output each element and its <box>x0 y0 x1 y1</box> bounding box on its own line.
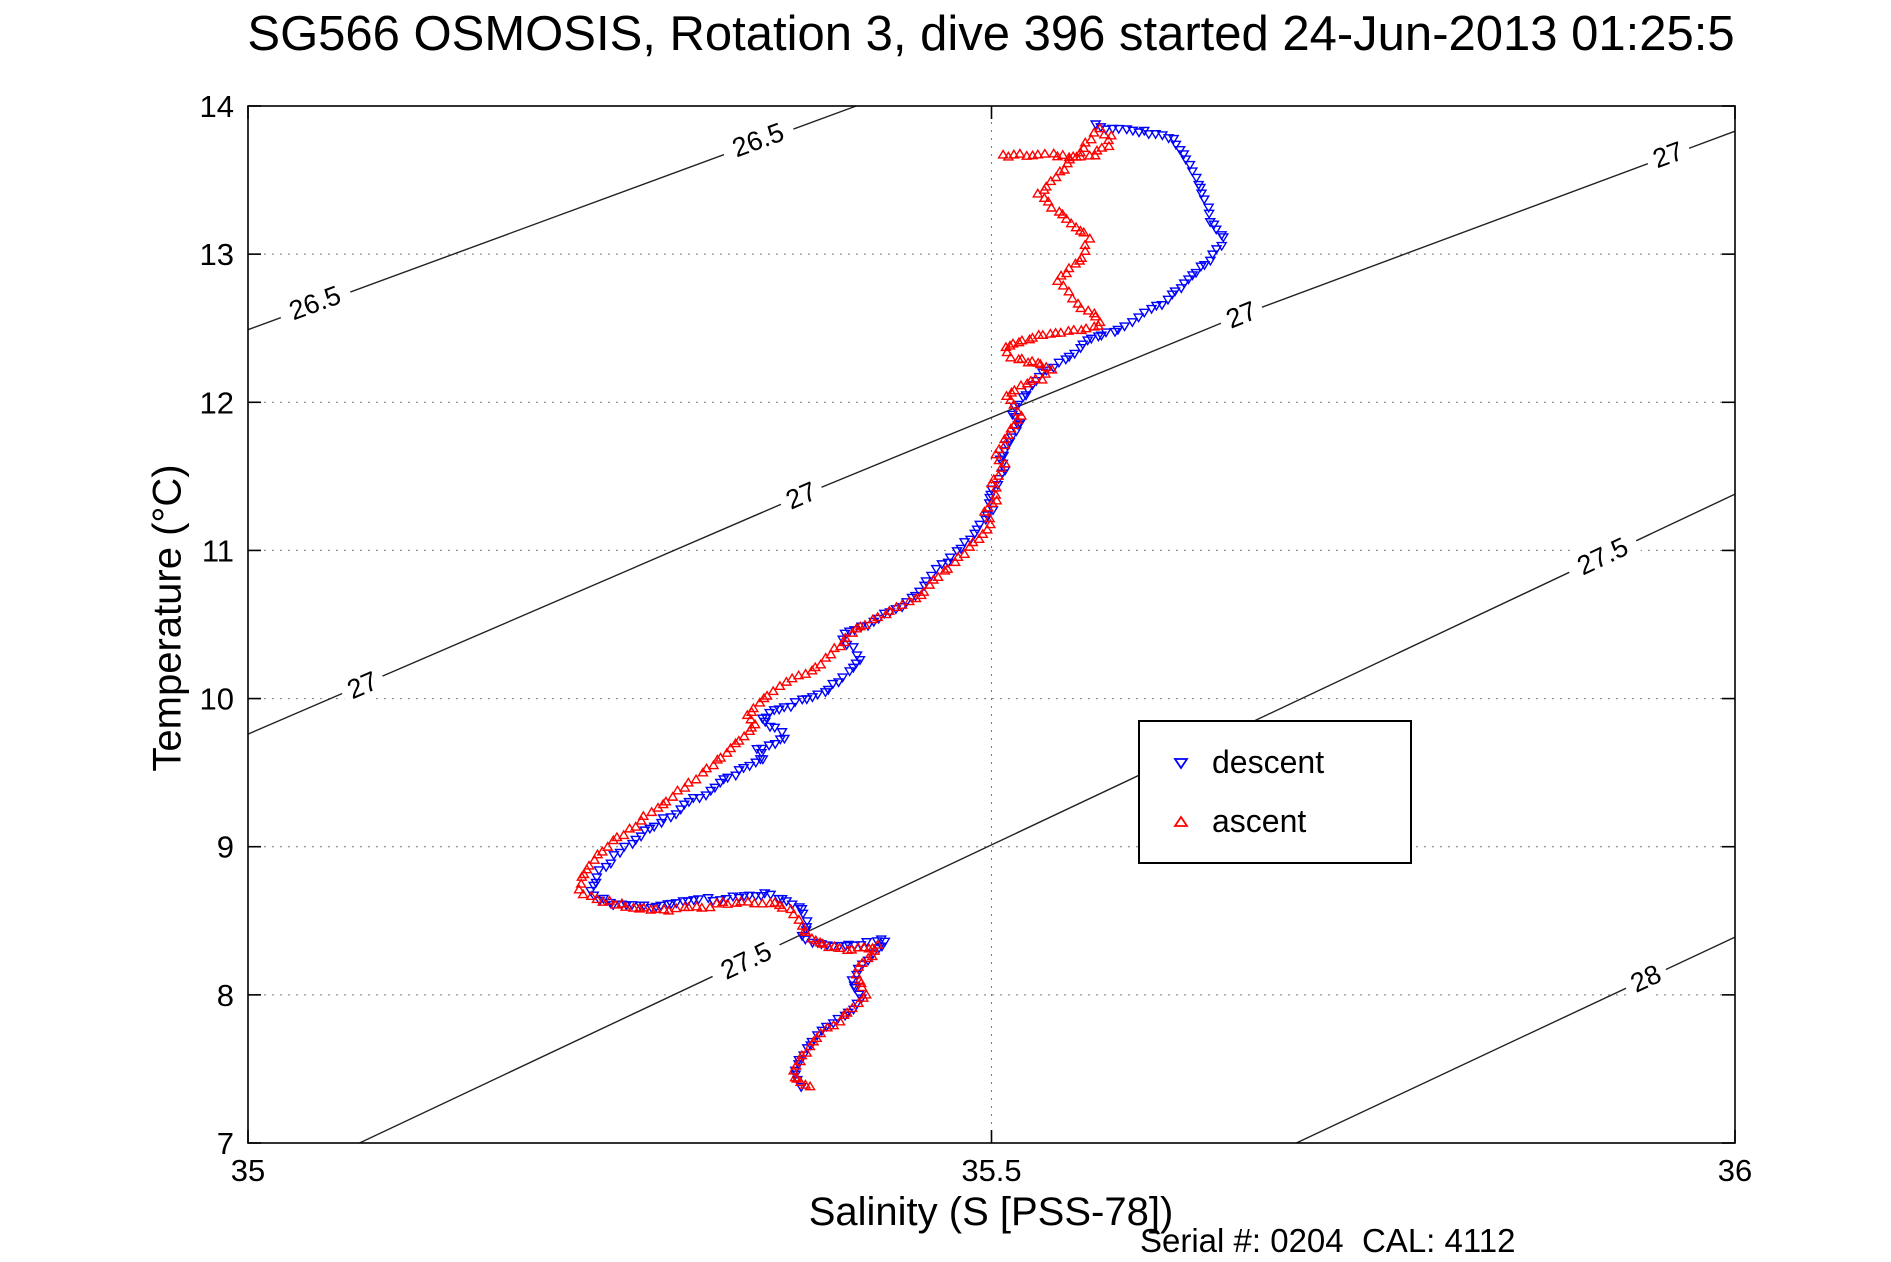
contour-label-26.5: 26.5 <box>717 111 799 169</box>
contour-line-28 <box>1296 936 1736 1144</box>
contour-labels: 26.5 26.5 27 27 27 27 27.5 27.5 28 <box>274 111 1695 1004</box>
contour-label-26.5: 26.5 <box>274 274 356 332</box>
contour-line-27 <box>247 130 1736 735</box>
contour-label-27: 27 <box>335 660 390 710</box>
legend-item-ascent: ascent <box>1166 803 1410 840</box>
descent-marker-icon <box>1173 757 1189 770</box>
y-tick-label: 12 <box>200 385 234 420</box>
y-tick-label: 8 <box>217 978 234 1013</box>
chart-title: SG566 OSMOSIS, Rotation 3, dive 396 star… <box>247 7 1735 61</box>
axes-frame <box>247 105 1736 1144</box>
serial-cal-text: Serial #: 0204 CAL: 4112 <box>1140 1222 1516 1259</box>
contour-label-27: 27 <box>774 471 829 520</box>
x-tick-label: 35 <box>231 1153 265 1188</box>
x-tick-label: 35.5 <box>961 1153 1021 1188</box>
y-tick-label: 11 <box>202 533 234 568</box>
ascent-series <box>573 122 1118 1091</box>
legend: descent ascent <box>1138 720 1412 864</box>
y-tick-label: 9 <box>217 830 234 865</box>
y-tick-label: 14 <box>200 89 234 124</box>
contour-label-27: 27 <box>1641 131 1695 179</box>
ascent-triangle <box>1173 814 1189 827</box>
y-tick-label: 13 <box>200 237 234 272</box>
x-axis-label: Salinity (S [PSS-78]) <box>808 1190 1174 1234</box>
legend-label-descent: descent <box>1212 744 1325 780</box>
tick-labels: 35 35.5 36 7 8 9 10 11 12 13 14 <box>200 89 1753 1188</box>
contour-label-27.5: 27.5 <box>705 929 787 992</box>
y-tick-label: 10 <box>200 682 234 717</box>
legend-item-descent: descent <box>1166 744 1410 781</box>
contour-label-27.5: 27.5 <box>1561 525 1644 588</box>
ascent-marker-icon <box>1173 814 1189 827</box>
contour-label-28: 28 <box>1618 953 1673 1004</box>
descent-triangle <box>1173 757 1189 770</box>
gridlines <box>248 106 1735 1143</box>
contour-line-27.5 <box>359 493 1736 1144</box>
contour-label-27: 27 <box>1214 290 1269 339</box>
y-tick-label: 7 <box>217 1126 234 1161</box>
descent-series <box>584 120 1230 1093</box>
legend-label-ascent: ascent <box>1212 803 1307 839</box>
x-tick-label: 36 <box>1718 1153 1752 1188</box>
